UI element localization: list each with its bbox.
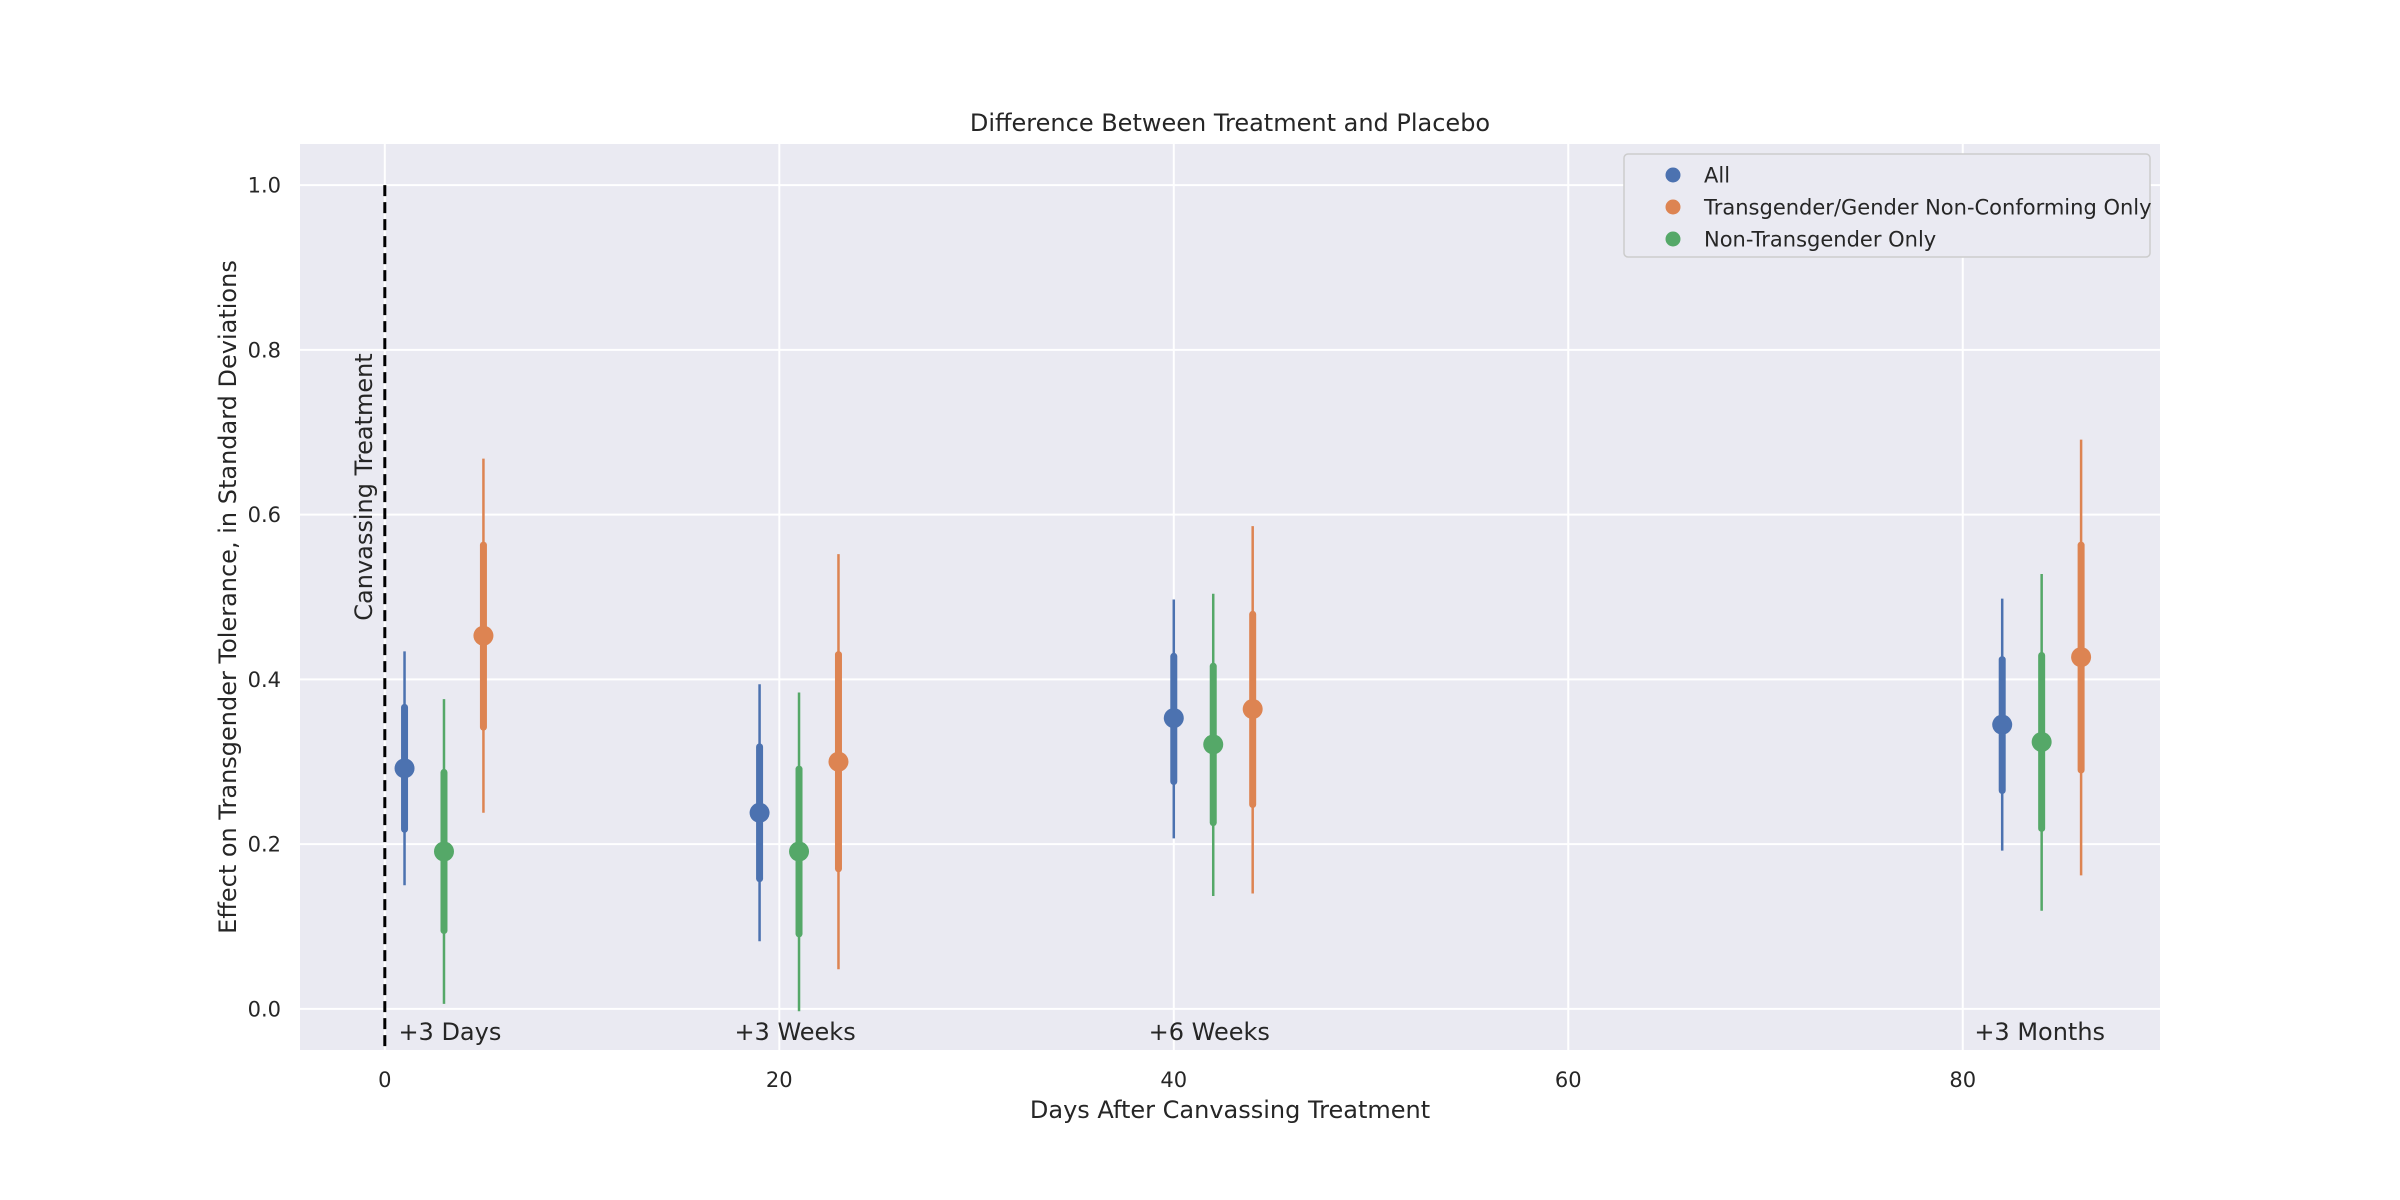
period-label: +3 Weeks (734, 1018, 855, 1046)
legend: All Transgender/Gender Non-Conforming Onl… (1623, 153, 2152, 258)
data-point (2031, 731, 2052, 752)
data-point (433, 841, 454, 862)
legend-label: Non-Transgender Only (1704, 228, 1936, 252)
data-point (2071, 647, 2092, 668)
y-tick-label: 0.4 (248, 668, 281, 692)
x-tick-label: 20 (766, 1068, 793, 1092)
x-tick-label: 80 (1949, 1068, 1976, 1092)
period-label: +6 Weeks (1149, 1018, 1270, 1046)
legend-label: Transgender/Gender Non-Conforming Only (1703, 196, 2152, 220)
data-point (828, 751, 849, 772)
reference-line-label: Canvassing Treatment (350, 353, 378, 620)
y-axis-label: Effect on Transgender Tolerance, in Stan… (214, 260, 242, 934)
chart-title: Difference Between Treatment and Placebo (970, 109, 1490, 137)
x-tick-label: 40 (1160, 1068, 1187, 1092)
y-axis-ticks: 0.0 0.2 0.4 0.6 0.8 1.0 (248, 174, 281, 1022)
data-point (1163, 708, 1184, 729)
data-point (1992, 714, 2013, 735)
x-axis-ticks: 0 20 40 60 80 (378, 1068, 1976, 1092)
period-label: +3 Months (1974, 1018, 2105, 1046)
x-tick-label: 0 (378, 1068, 391, 1092)
legend-marker (1665, 231, 1681, 247)
data-point (473, 625, 494, 646)
data-point (394, 758, 415, 779)
period-label: +3 Days (398, 1018, 501, 1046)
data-marks (394, 439, 2092, 1012)
y-tick-label: 0.8 (248, 338, 281, 362)
data-point (789, 841, 810, 862)
plot-area (300, 144, 2160, 1050)
legend-label: All (1704, 164, 1730, 188)
legend-marker (1665, 167, 1681, 183)
legend-marker (1665, 199, 1681, 215)
y-tick-label: 1.0 (248, 174, 281, 198)
y-tick-label: 0.6 (248, 503, 281, 527)
treatment-reference: Canvassing Treatment (350, 185, 387, 1050)
data-point (749, 802, 770, 823)
x-tick-label: 60 (1555, 1068, 1582, 1092)
y-tick-label: 0.2 (248, 833, 281, 857)
period-labels: +3 Days +3 Weeks +6 Weeks +3 Months (398, 1018, 2105, 1046)
x-axis-label: Days After Canvassing Treatment (1030, 1096, 1430, 1124)
data-point (1203, 734, 1224, 755)
data-point (1242, 699, 1263, 720)
y-tick-label: 0.0 (248, 997, 281, 1021)
legend-frame (1623, 153, 2151, 258)
